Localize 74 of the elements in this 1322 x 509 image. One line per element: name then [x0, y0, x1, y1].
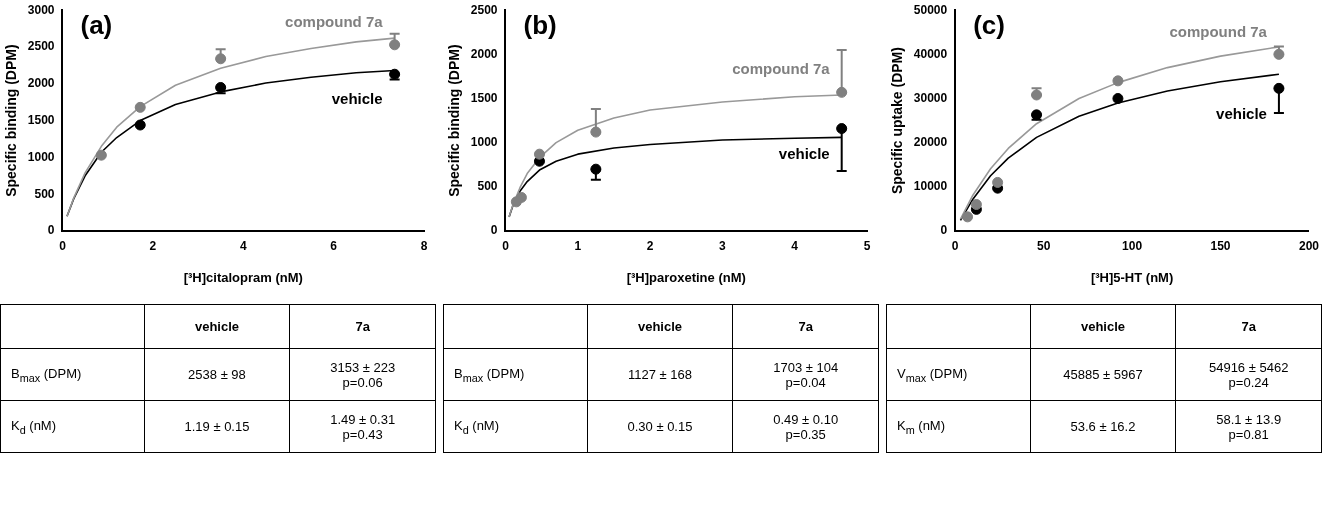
y-tick-label: 2500	[470, 2, 498, 17]
text: 58.1 ± 13.9 p=0.81	[1175, 400, 1322, 453]
x-tick-label: 6	[330, 238, 338, 253]
text: V$_{max}$ (DPM)	[886, 348, 1031, 401]
text: vehicle	[587, 304, 733, 349]
y-tick-label: 1000	[27, 149, 55, 164]
x-tick-label: 2	[149, 238, 157, 253]
x-tick-label: 200	[1298, 238, 1320, 253]
y-tick-label: 500	[477, 179, 498, 194]
x-axis-title: [³H]citalopram (nM)	[183, 269, 303, 285]
text: 2538 ± 98	[144, 348, 290, 401]
x-tick-label: 50	[1036, 238, 1051, 253]
x-tick-label: 4	[239, 238, 247, 253]
x-axis-title: [³H]5-HT (nM)	[1090, 269, 1174, 285]
text: 1.19 ± 0.15	[144, 400, 290, 453]
y-tick-label: 1500	[27, 112, 55, 127]
y-tick-label: 0	[47, 223, 55, 238]
x-axis-title: [³H]paroxetine (nM)	[626, 269, 746, 285]
text: 54916 ± 5462 p=0.24	[1175, 348, 1322, 401]
text: 0.49 ± 0.10 p=0.35	[732, 400, 879, 453]
text: K$_{d}$ (nM)	[0, 400, 145, 453]
x-tick-label: 0	[951, 238, 959, 253]
text: vehicle	[1030, 304, 1176, 349]
text: 1703 ± 104 p=0.04	[732, 348, 879, 401]
x-tick-label: 4	[791, 238, 799, 253]
text: B$_{max}$ (DPM)	[443, 348, 588, 401]
text: 3153 ± 223 p=0.06	[289, 348, 436, 401]
y-axis-title: Specific uptake (DPM)	[889, 47, 906, 195]
y-tick-label: 2000	[27, 76, 55, 91]
x-tick-label: 2	[646, 238, 654, 253]
text: 7a	[289, 304, 436, 349]
x-tick-label: 100	[1122, 238, 1143, 253]
y-tick-label: 50000	[913, 2, 948, 17]
series-label: compound 7a	[1169, 22, 1268, 40]
text: 1127 ± 168	[587, 348, 733, 401]
text: K$_{d}$ (nM)	[443, 400, 588, 453]
series-label: compound 7a	[285, 12, 384, 30]
x-tick-label: 0	[502, 238, 510, 253]
series-label: vehicle	[1216, 104, 1267, 122]
x-tick-label: 8	[420, 238, 428, 253]
y-axis-title: Specific binding (DPM)	[446, 44, 463, 197]
y-tick-label: 500	[34, 186, 55, 201]
text: 53.6 ± 16.2	[1030, 400, 1176, 453]
y-tick-label: 20000	[913, 134, 948, 149]
y-tick-label: 0	[940, 223, 948, 238]
text: 0.30 ± 0.15	[587, 400, 733, 453]
text: 7a	[732, 304, 879, 349]
y-axis-title: Specific binding (DPM)	[3, 44, 20, 197]
y-tick-label: 40000	[913, 46, 948, 61]
x-tick-label: 5	[863, 238, 871, 253]
y-tick-label: 30000	[913, 90, 948, 105]
series-label: vehicle	[331, 90, 383, 108]
annotation: (b)	[523, 10, 557, 41]
x-tick-label: 3	[719, 238, 727, 253]
y-tick-label: 2000	[470, 46, 498, 61]
y-tick-label: 1000	[470, 134, 498, 149]
y-tick-label: 3000	[27, 2, 55, 17]
text: 45885 ± 5967	[1030, 348, 1176, 401]
text: 7a	[1175, 304, 1322, 349]
y-tick-label: 2500	[27, 39, 55, 54]
text: B$_{max}$ (DPM)	[0, 348, 145, 401]
y-tick-label: 10000	[913, 179, 948, 194]
x-tick-label: 1	[574, 238, 582, 253]
x-tick-label: 150	[1210, 238, 1231, 253]
series-label: vehicle	[778, 144, 830, 162]
series-label: compound 7a	[732, 60, 831, 78]
text: K$_{m}$ (nM)	[886, 400, 1031, 453]
y-tick-label: 0	[490, 223, 498, 238]
annotation: (a)	[80, 10, 113, 41]
text: vehicle	[144, 304, 290, 349]
text: 1.49 ± 0.31 p=0.43	[289, 400, 436, 453]
x-tick-label: 0	[59, 238, 67, 253]
y-tick-label: 1500	[470, 90, 498, 105]
annotation: (c)	[973, 10, 1005, 41]
